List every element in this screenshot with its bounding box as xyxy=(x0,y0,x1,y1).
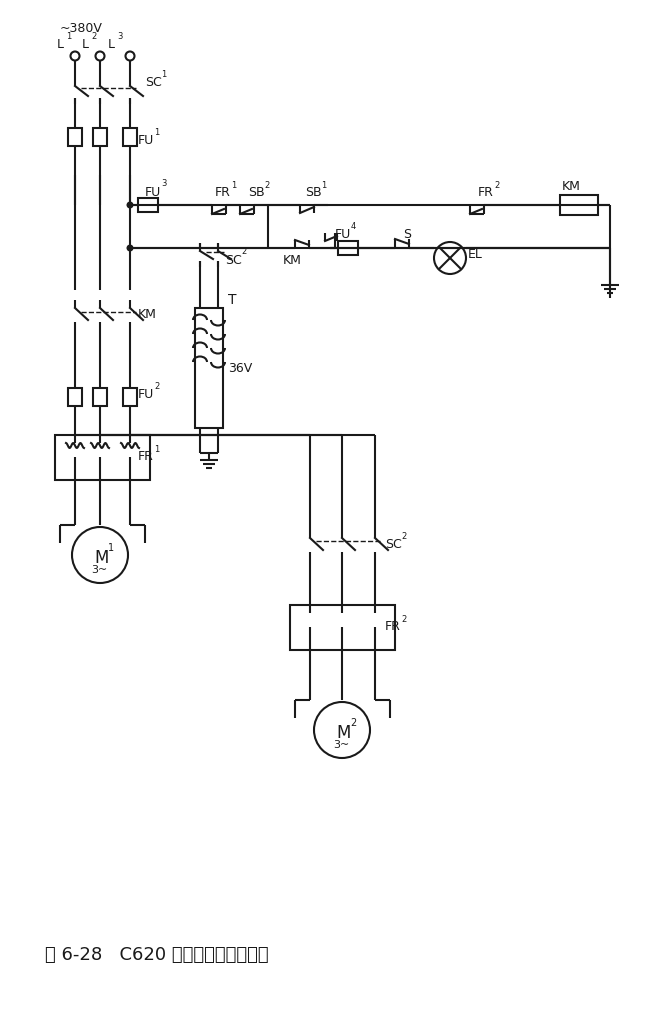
Text: 1: 1 xyxy=(154,445,159,454)
Text: 1: 1 xyxy=(108,543,114,553)
Bar xyxy=(91,443,109,457)
Text: SB: SB xyxy=(248,187,265,199)
Circle shape xyxy=(127,245,133,252)
Text: KM: KM xyxy=(283,254,302,266)
Bar xyxy=(68,128,82,146)
Text: 2: 2 xyxy=(494,181,499,190)
Text: 2: 2 xyxy=(91,31,96,41)
Circle shape xyxy=(434,242,466,274)
Bar xyxy=(560,195,598,215)
Text: T: T xyxy=(228,293,237,307)
Text: SC: SC xyxy=(385,538,402,552)
Text: 1: 1 xyxy=(154,128,159,137)
Bar xyxy=(123,128,137,146)
Bar xyxy=(55,435,150,480)
Bar xyxy=(68,388,82,406)
Circle shape xyxy=(96,52,105,61)
Text: M: M xyxy=(336,724,350,742)
Text: 2: 2 xyxy=(401,615,406,624)
Bar xyxy=(366,613,384,627)
Text: 3~: 3~ xyxy=(91,565,107,575)
Text: 2: 2 xyxy=(350,718,356,728)
Text: ~380V: ~380V xyxy=(60,21,103,35)
Bar xyxy=(66,443,84,457)
Text: FR: FR xyxy=(478,187,494,199)
Bar xyxy=(290,605,395,650)
Bar xyxy=(93,388,107,406)
Text: 1: 1 xyxy=(231,181,237,190)
Bar xyxy=(138,198,158,212)
Text: FU: FU xyxy=(145,186,161,198)
Text: 2: 2 xyxy=(401,532,406,541)
Text: L: L xyxy=(57,38,64,51)
Text: FU: FU xyxy=(335,228,351,241)
Bar xyxy=(338,241,358,255)
Text: KM: KM xyxy=(138,309,157,321)
Text: 1: 1 xyxy=(66,31,71,41)
Text: 4: 4 xyxy=(351,223,356,231)
Text: 1: 1 xyxy=(321,181,326,190)
Circle shape xyxy=(127,201,133,208)
Text: FR: FR xyxy=(215,187,231,199)
Text: KM: KM xyxy=(562,181,581,193)
Text: FU: FU xyxy=(138,133,154,146)
Text: 2: 2 xyxy=(241,247,247,256)
Text: L: L xyxy=(82,38,89,51)
Bar xyxy=(121,443,139,457)
Text: SC: SC xyxy=(145,75,161,88)
Text: 3: 3 xyxy=(117,31,123,41)
Text: 3~: 3~ xyxy=(333,740,349,750)
Text: 3: 3 xyxy=(161,179,166,188)
Circle shape xyxy=(314,702,370,758)
Text: 2: 2 xyxy=(154,382,159,391)
Circle shape xyxy=(72,527,128,583)
Text: 2: 2 xyxy=(264,181,269,190)
Circle shape xyxy=(70,52,80,61)
Text: S: S xyxy=(403,228,411,241)
Bar xyxy=(195,308,223,428)
Bar xyxy=(301,613,319,627)
Bar xyxy=(93,128,107,146)
Text: M: M xyxy=(94,549,109,567)
Text: FR: FR xyxy=(138,450,154,463)
Text: 36V: 36V xyxy=(228,362,252,375)
Circle shape xyxy=(125,52,135,61)
Text: EL: EL xyxy=(468,249,483,261)
Bar xyxy=(333,613,351,627)
Text: FR: FR xyxy=(385,621,401,634)
Text: SC: SC xyxy=(225,254,242,266)
Text: 1: 1 xyxy=(161,70,166,79)
Text: L: L xyxy=(108,38,115,51)
Text: SB: SB xyxy=(305,187,322,199)
Bar xyxy=(123,388,137,406)
Text: 图 6-28   C620 型车床电气控制电路: 图 6-28 C620 型车床电气控制电路 xyxy=(45,946,269,964)
Text: FU: FU xyxy=(138,388,154,401)
